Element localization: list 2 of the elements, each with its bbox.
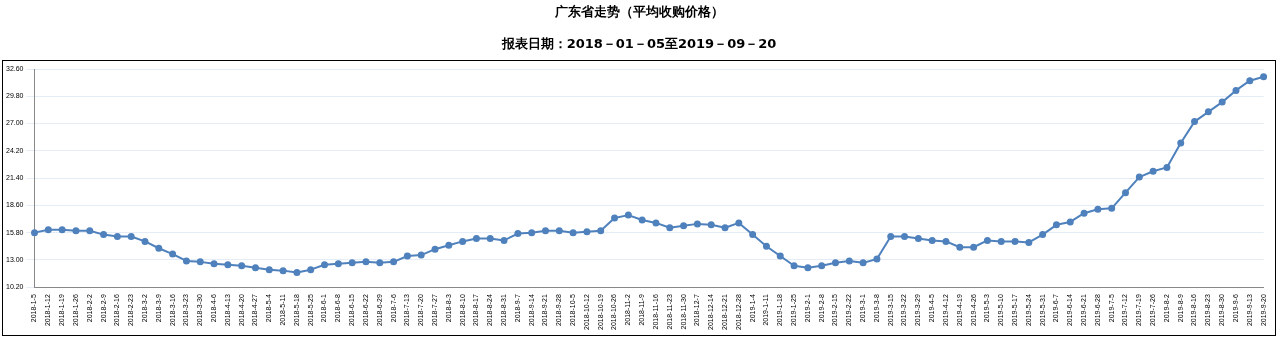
chart-subtitle: 报表日期：2018－01－05至2019－09－20 bbox=[500, 35, 778, 53]
chart-title: 广东省走势（平均收购价格） bbox=[553, 3, 725, 21]
